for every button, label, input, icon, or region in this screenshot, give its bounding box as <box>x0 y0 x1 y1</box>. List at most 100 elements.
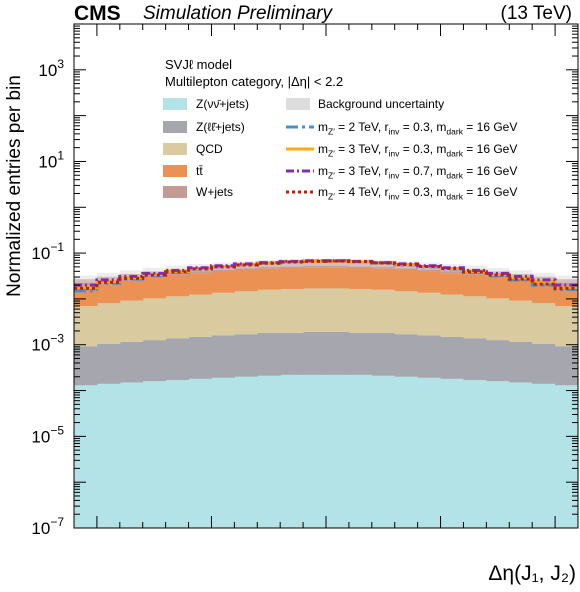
bar-2-0 <box>74 306 98 347</box>
legend-label-part: inv <box>388 170 400 181</box>
bar-0-6 <box>211 377 235 528</box>
y-tick-exponent: −5 <box>50 423 64 437</box>
legend-label-part: inv <box>388 191 400 202</box>
y-tick-exponent: 3 <box>57 57 64 71</box>
y-tick-exponent: −7 <box>50 515 64 529</box>
bar-1-2 <box>119 341 144 383</box>
bar-3-15 <box>417 271 442 293</box>
bar-2-4 <box>165 296 190 339</box>
legend-label-part: Z′ <box>328 191 335 202</box>
y-tick-base: 10 <box>38 152 57 171</box>
bar-1-18 <box>486 340 510 382</box>
legend-swatch <box>163 186 187 198</box>
bar-2-13 <box>371 289 396 333</box>
legend-label-part: m <box>318 185 328 199</box>
bar-0-12 <box>348 374 373 528</box>
legend-label-part: = 16 GeV <box>462 185 518 199</box>
bar-3-5 <box>188 273 212 295</box>
y-tick-exponent: −1 <box>50 240 64 254</box>
bar-1-21 <box>555 346 579 386</box>
bar-1-10 <box>303 331 327 375</box>
legend-line-swatch <box>286 190 314 194</box>
y-tick-base: 10 <box>38 61 57 80</box>
bar-1-0 <box>74 346 98 386</box>
legend-label: mZ′ = 4 TeV, rinv = 0.3, mdark = 16 GeV <box>318 185 517 203</box>
uncertainty-band-1 <box>96 273 120 281</box>
x-axis-label: Δη(J₁, J₂) <box>488 562 576 585</box>
legend-label-part: = 3 TeV, r <box>334 164 389 178</box>
bar-2-10 <box>303 288 327 332</box>
legend-swatch <box>286 98 310 110</box>
bar-0-13 <box>371 375 396 528</box>
bar-3-10 <box>303 267 327 289</box>
bar-2-17 <box>463 296 487 339</box>
legend-label-part: = 3 TeV, r <box>334 142 389 156</box>
legend-label-part: inv <box>388 126 400 137</box>
bar-1-8 <box>257 332 281 376</box>
legend-label-part: dark <box>446 191 463 202</box>
energy-label: (13 TeV) <box>500 3 572 24</box>
y-tick-label: 101 <box>38 148 64 171</box>
bar-1-19 <box>509 341 533 383</box>
bar-0-4 <box>165 379 190 528</box>
legend-line-swatch <box>286 147 314 151</box>
bar-2-3 <box>142 298 167 341</box>
bar-0-14 <box>394 376 419 528</box>
bar-0-2 <box>119 382 144 528</box>
bar-1-3 <box>142 340 167 382</box>
legend-label-part: Z′ <box>328 170 335 181</box>
bar-2-5 <box>188 294 212 337</box>
uncertainty-band-3 <box>142 267 166 276</box>
legend-label-part: m <box>318 120 328 134</box>
bar-1-20 <box>532 343 556 384</box>
y-tick-label: 10−7 <box>31 515 64 538</box>
uncertainty-band-18 <box>486 267 510 276</box>
bar-3-2 <box>119 280 144 301</box>
status-label: Simulation Preliminary <box>143 3 333 24</box>
uncertainty-band-2 <box>119 270 143 278</box>
bar-1-16 <box>440 336 464 379</box>
y-tick-exponent: 1 <box>57 148 64 162</box>
y-tick-base: 10 <box>31 336 50 355</box>
legend-label-part: m <box>318 164 328 178</box>
bar-4-0 <box>74 279 98 288</box>
bar-1-13 <box>371 332 396 376</box>
annotation: SVJℓ model <box>165 57 233 72</box>
bar-0-9 <box>280 374 304 528</box>
bar-0-18 <box>486 381 510 528</box>
bar-2-19 <box>509 300 533 342</box>
legend-label: tt̄ <box>196 164 203 178</box>
bar-0-19 <box>509 382 533 528</box>
bar-2-14 <box>394 291 419 335</box>
legend-label: Z(ℓℓ̄+jets) <box>196 120 245 134</box>
legend-label: mZ′ = 2 TeV, rinv = 0.3, mdark = 16 GeV <box>318 120 517 138</box>
annotation: Multilepton category, |Δη| < 2.2 <box>165 74 344 89</box>
bar-3-7 <box>234 270 258 292</box>
signal-line-3 <box>74 259 578 290</box>
bar-0-11 <box>326 374 350 528</box>
legend-label-part: = 16 GeV <box>462 120 518 134</box>
y-tick-base: 10 <box>31 427 50 446</box>
bar-3-20 <box>532 284 556 304</box>
experiment-label: CMS <box>74 2 121 25</box>
bar-2-20 <box>532 303 556 344</box>
bar-3-4 <box>165 274 190 297</box>
legend-label-part: = 4 TeV, r <box>334 185 389 199</box>
bar-3-1 <box>96 284 121 304</box>
bar-1-17 <box>463 338 487 380</box>
bar-2-15 <box>417 292 442 336</box>
bar-1-9 <box>280 332 304 375</box>
legend-label-part: Z′ <box>328 148 335 159</box>
y-tick-base: 10 <box>31 519 50 538</box>
legend-swatch <box>163 165 187 177</box>
legend-label-part: dark <box>446 148 463 159</box>
bar-2-18 <box>486 298 510 341</box>
bar-0-7 <box>234 376 258 528</box>
legend-label-part: = 0.3, m <box>399 185 447 199</box>
bar-1-4 <box>165 338 190 380</box>
legend-label-part: dark <box>446 170 463 181</box>
bar-0-3 <box>142 381 167 528</box>
legend-label: Z(νν̄+jets) <box>196 97 250 111</box>
